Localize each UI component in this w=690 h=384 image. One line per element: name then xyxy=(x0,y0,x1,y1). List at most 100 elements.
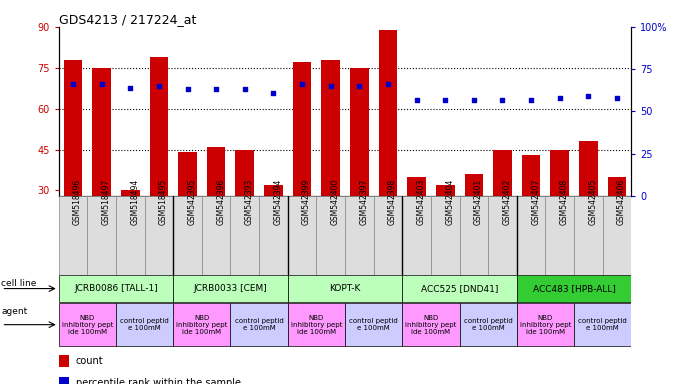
Text: GSM518494: GSM518494 xyxy=(130,179,139,225)
Text: GSM542397: GSM542397 xyxy=(359,179,368,225)
FancyBboxPatch shape xyxy=(603,196,631,275)
FancyBboxPatch shape xyxy=(489,196,517,275)
Text: JCRB0033 [CEM]: JCRB0033 [CEM] xyxy=(194,284,267,293)
Bar xyxy=(579,141,598,196)
Bar xyxy=(350,68,368,196)
Text: GSM542400: GSM542400 xyxy=(331,179,339,225)
Point xyxy=(68,81,79,88)
Text: GSM542398: GSM542398 xyxy=(388,179,397,225)
Bar xyxy=(121,190,139,196)
Text: GSM542401: GSM542401 xyxy=(474,179,483,225)
Bar xyxy=(150,57,168,196)
FancyBboxPatch shape xyxy=(259,196,288,275)
FancyBboxPatch shape xyxy=(460,303,517,346)
Text: cell line: cell line xyxy=(1,279,37,288)
Point xyxy=(268,90,279,96)
Bar xyxy=(207,147,226,196)
FancyBboxPatch shape xyxy=(546,196,574,275)
Bar xyxy=(59,355,69,367)
FancyBboxPatch shape xyxy=(202,196,230,275)
FancyBboxPatch shape xyxy=(517,196,546,275)
FancyBboxPatch shape xyxy=(431,196,460,275)
FancyBboxPatch shape xyxy=(288,303,345,346)
Bar xyxy=(464,174,483,196)
FancyBboxPatch shape xyxy=(574,196,603,275)
Text: ACC525 [DND41]: ACC525 [DND41] xyxy=(421,284,498,293)
Point xyxy=(354,83,365,89)
Text: ACC483 [HPB-ALL]: ACC483 [HPB-ALL] xyxy=(533,284,615,293)
Bar xyxy=(493,149,512,196)
Text: control peptid
e 100mM: control peptid e 100mM xyxy=(464,318,513,331)
Text: KOPT-K: KOPT-K xyxy=(329,284,361,293)
Bar xyxy=(293,62,311,196)
FancyBboxPatch shape xyxy=(173,196,202,275)
FancyBboxPatch shape xyxy=(173,303,230,346)
Text: GSM542403: GSM542403 xyxy=(417,179,426,225)
Text: GSM518496: GSM518496 xyxy=(73,179,82,225)
FancyBboxPatch shape xyxy=(316,196,345,275)
Bar xyxy=(436,185,455,196)
Point xyxy=(297,81,308,88)
FancyBboxPatch shape xyxy=(230,196,259,275)
Point xyxy=(153,83,164,89)
Text: GSM542408: GSM542408 xyxy=(560,179,569,225)
Point xyxy=(411,96,422,103)
Bar xyxy=(63,60,82,196)
Text: NBD
inhibitory pept
ide 100mM: NBD inhibitory pept ide 100mM xyxy=(405,314,457,335)
FancyBboxPatch shape xyxy=(374,196,402,275)
FancyBboxPatch shape xyxy=(402,303,460,346)
FancyBboxPatch shape xyxy=(288,275,402,302)
Text: control peptid
e 100mM: control peptid e 100mM xyxy=(120,318,169,331)
Text: GSM542396: GSM542396 xyxy=(216,179,225,225)
FancyBboxPatch shape xyxy=(87,196,116,275)
Bar xyxy=(608,177,627,196)
Text: GSM542407: GSM542407 xyxy=(531,179,540,225)
Text: GSM518495: GSM518495 xyxy=(159,179,168,225)
Text: control peptid
e 100mM: control peptid e 100mM xyxy=(235,318,284,331)
FancyBboxPatch shape xyxy=(59,303,116,346)
FancyBboxPatch shape xyxy=(460,196,489,275)
FancyBboxPatch shape xyxy=(59,275,173,302)
Text: control peptid
e 100mM: control peptid e 100mM xyxy=(349,318,398,331)
FancyBboxPatch shape xyxy=(288,196,316,275)
Text: GDS4213 / 217224_at: GDS4213 / 217224_at xyxy=(59,13,196,26)
Text: GSM542404: GSM542404 xyxy=(445,179,454,225)
Bar xyxy=(551,149,569,196)
Bar xyxy=(235,149,254,196)
FancyBboxPatch shape xyxy=(345,303,402,346)
FancyBboxPatch shape xyxy=(173,275,288,302)
Bar xyxy=(522,155,540,196)
FancyBboxPatch shape xyxy=(116,303,173,346)
Point xyxy=(382,81,393,88)
FancyBboxPatch shape xyxy=(345,196,374,275)
FancyBboxPatch shape xyxy=(517,303,574,346)
Text: GSM542394: GSM542394 xyxy=(273,179,282,225)
Text: GSM542393: GSM542393 xyxy=(245,179,254,225)
FancyBboxPatch shape xyxy=(517,275,631,302)
FancyBboxPatch shape xyxy=(145,196,173,275)
Text: GSM542405: GSM542405 xyxy=(589,179,598,225)
Text: NBD
inhibitory pept
ide 100mM: NBD inhibitory pept ide 100mM xyxy=(61,314,113,335)
Point xyxy=(554,95,565,101)
Text: GSM518497: GSM518497 xyxy=(101,179,110,225)
FancyBboxPatch shape xyxy=(402,196,431,275)
Text: GSM542402: GSM542402 xyxy=(502,179,511,225)
Point xyxy=(526,96,537,103)
Point xyxy=(125,84,136,91)
Point xyxy=(239,86,250,93)
Text: GSM542406: GSM542406 xyxy=(617,179,626,225)
FancyBboxPatch shape xyxy=(230,303,288,346)
FancyBboxPatch shape xyxy=(116,196,145,275)
Text: count: count xyxy=(76,356,104,366)
Point xyxy=(440,96,451,103)
Point xyxy=(325,83,336,89)
Bar xyxy=(59,377,69,384)
Bar xyxy=(264,185,283,196)
Point xyxy=(611,95,622,101)
Text: GSM542395: GSM542395 xyxy=(188,179,197,225)
Text: NBD
inhibitory pept
ide 100mM: NBD inhibitory pept ide 100mM xyxy=(290,314,342,335)
Point xyxy=(182,86,193,93)
FancyBboxPatch shape xyxy=(402,275,517,302)
Bar xyxy=(379,30,397,196)
Text: NBD
inhibitory pept
ide 100mM: NBD inhibitory pept ide 100mM xyxy=(520,314,571,335)
